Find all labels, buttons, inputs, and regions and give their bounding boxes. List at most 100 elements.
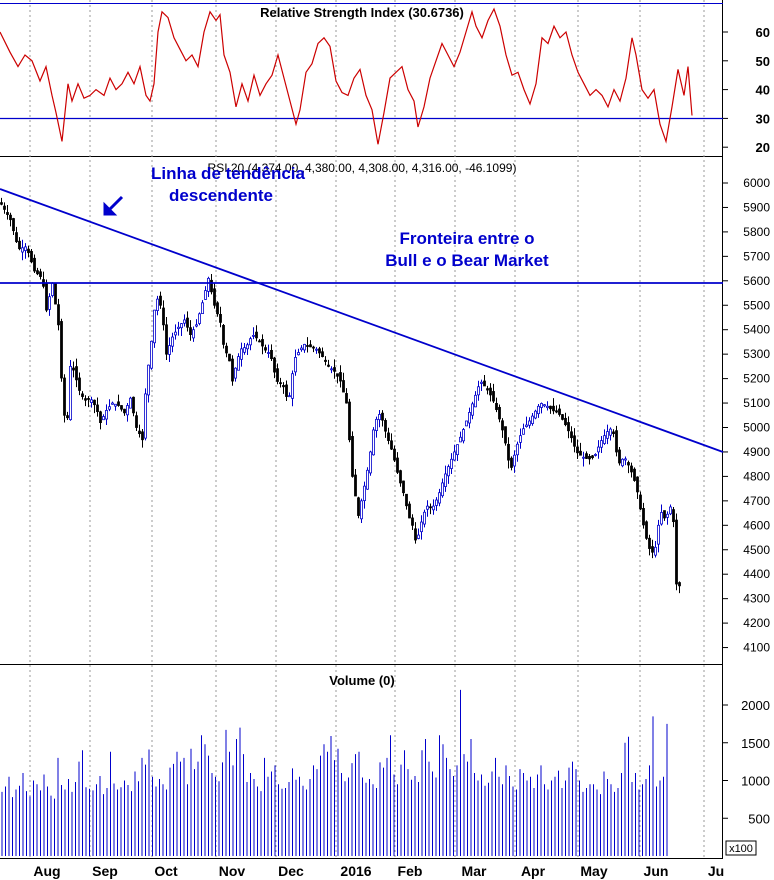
price-y-tick-label: 5400 [743,323,770,337]
candle-body [261,339,264,347]
candle-body [60,321,63,379]
candle-body [3,205,6,210]
candle-body [342,380,345,393]
candle-body [30,251,33,263]
candle-body [474,394,477,408]
x-tick-label: Mar [462,863,487,879]
candle-body [528,420,531,426]
candle-body [327,364,330,367]
candle-body [276,368,279,382]
volume-panel: Volume (0) 2000 1500 1000 500 x100 [1,673,770,856]
price-y-tick-label: 4900 [743,445,770,459]
candle-body [402,480,405,494]
arrow-down-left-icon [103,195,124,216]
price-y-tick-label: 4600 [743,518,770,532]
candle-body [90,399,93,403]
candle-body [0,202,3,205]
candle-body [576,446,579,454]
candle-body [99,411,102,424]
price-y-tick-label: 5100 [743,396,770,410]
candle-body [603,435,606,444]
candle-body [549,405,552,410]
descending-trend-line [0,188,724,453]
candle-body [417,534,420,539]
candle-body [453,451,456,461]
price-panel: 6000 5900 5800 5700 5600 5500 5400 5300 5200 5100… [0,161,770,655]
candle-body [336,373,339,377]
rsi-y-axis: 60 50 40 30 20 [723,25,770,155]
candle-body [51,282,54,296]
candle-body [420,521,423,533]
price-y-tick-label: 5200 [743,372,770,386]
candle-body [219,314,222,323]
candle-body [666,513,669,518]
candle-body [279,382,282,385]
candle-body [570,431,573,439]
candle-body [24,246,27,251]
volume-title: Volume (0) [329,673,395,688]
rsi-y-tick-label: 40 [756,83,770,98]
volume-bars [1,689,668,856]
x-tick-label: Oct [154,863,178,879]
price-candles [0,197,681,594]
candle-body [72,367,75,371]
candle-body [531,415,534,424]
price-y-tick-label: 4400 [743,567,770,581]
price-y-tick-label: 4100 [743,641,770,655]
candle-body [324,359,327,362]
candle-body [207,277,210,292]
candle-body [480,381,483,384]
rsi-y-tick-label: 20 [756,140,770,155]
candle-body [303,343,306,351]
candle-body [456,444,459,456]
candle-body [645,521,648,539]
candle-body [543,404,546,407]
candle-body [546,405,549,409]
annotation-trendline-line2: descendente [169,186,273,205]
candle-body [333,367,336,372]
candle-body [264,347,267,351]
candle-body [501,420,504,431]
candle-body [186,317,189,328]
candle-body [330,368,333,371]
candle-body [255,331,258,339]
candle-body [21,247,24,253]
candle-body [522,428,525,435]
candle-body [318,348,321,354]
candle-body [636,476,639,493]
candle-body [516,443,519,456]
candle-body [57,304,60,326]
price-y-tick-label: 6000 [743,176,770,190]
candle-body [444,473,447,487]
candle-body [411,517,414,526]
candle-body [399,470,402,484]
candle-body [204,290,207,300]
candle-body [144,393,147,439]
candle-body [111,402,114,405]
candle-body [648,537,651,549]
candle-body [129,397,132,409]
rsi-y-tick-label: 30 [756,111,770,126]
candle-body [510,457,513,468]
candle-body [216,302,219,315]
candle-body [36,270,39,275]
candle-body [33,257,36,272]
annotation-boundary-line2: Bull e o Bear Market [385,251,549,270]
candle-body [354,474,357,497]
candle-body [642,508,645,526]
candle-body [432,505,435,511]
candle-body [138,430,141,435]
x-axis: Aug Sep Oct Nov Dec 2016 Feb Mar Apr May Jun Ju [0,858,724,879]
price-y-tick-label: 4800 [743,469,770,483]
candle-body [291,373,294,399]
candle-body [306,345,309,347]
candle-body [222,325,225,345]
price-y-tick-label: 5800 [743,225,770,239]
candle-body [618,449,621,464]
candle-body [660,512,663,525]
price-y-tick-label: 5700 [743,249,770,263]
price-y-tick-label: 5600 [743,274,770,288]
candle-body [447,466,450,477]
rsi-panel: Relative Strength Index (30.6736) 60 50 40… [0,3,770,155]
